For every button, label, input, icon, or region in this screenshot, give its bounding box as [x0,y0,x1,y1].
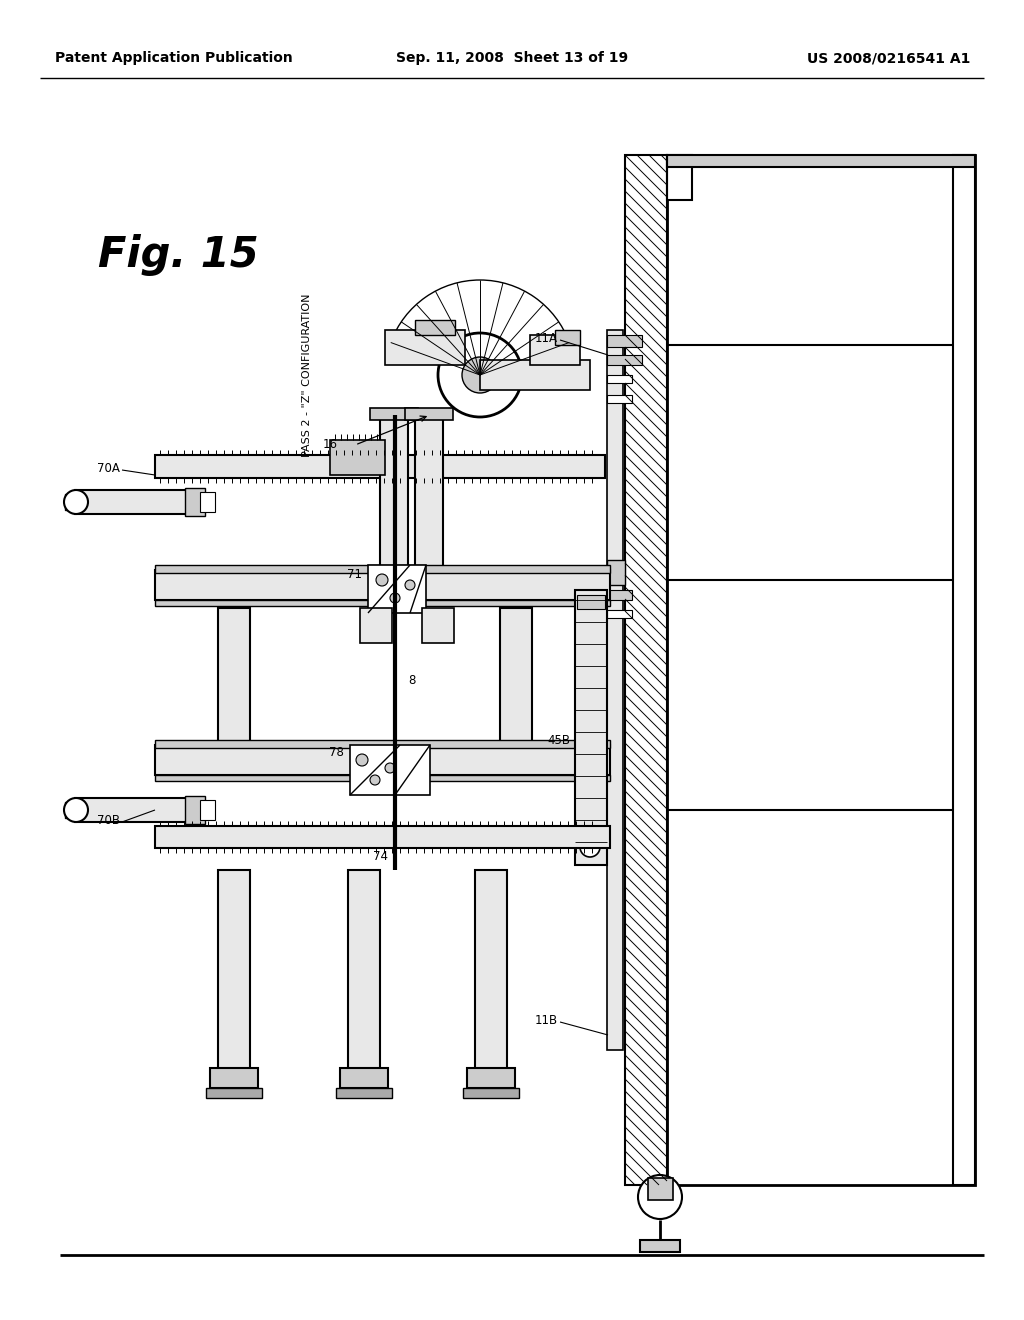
Bar [155,744,610,775]
Bar [340,1068,388,1088]
Bar [667,154,692,201]
Circle shape [63,799,88,822]
Text: US 2008/0216541 A1: US 2008/0216541 A1 [807,51,970,65]
Bar [607,395,632,403]
Text: Sep. 11, 2008  Sheet 13 of 19: Sep. 11, 2008 Sheet 13 of 19 [396,51,628,65]
Text: 74: 74 [373,850,387,862]
Text: 11A: 11A [535,331,558,345]
Bar [155,570,610,601]
Bar [155,741,610,748]
Circle shape [356,754,368,766]
Bar [368,565,426,612]
Bar [75,799,190,822]
Circle shape [462,356,498,393]
Text: 16: 16 [323,438,338,451]
Text: 70B: 70B [97,813,120,826]
Bar [577,595,605,609]
Bar [360,609,392,643]
Bar [625,154,667,1185]
Bar [607,335,642,347]
Circle shape [390,593,400,603]
Bar [607,330,623,579]
Bar [206,1088,262,1098]
Bar [415,319,455,335]
Text: 8: 8 [408,673,416,686]
Bar [607,590,632,601]
Circle shape [370,775,380,785]
Bar [75,490,190,513]
Text: 11B: 11B [535,1014,558,1027]
Bar [607,610,632,618]
Bar [200,800,215,820]
Bar [336,1088,392,1098]
Bar [607,355,642,366]
Bar [480,360,590,389]
Circle shape [385,763,395,774]
Bar [348,870,380,1071]
Bar [155,601,610,606]
Bar [475,870,507,1071]
Bar [667,154,975,168]
Bar [415,414,443,570]
Bar [607,579,623,1049]
Text: 45B: 45B [547,734,570,747]
Bar [422,609,454,643]
Bar [330,440,385,475]
Circle shape [638,1175,682,1218]
Bar [218,870,250,1071]
Bar [607,560,625,585]
Text: 78: 78 [329,746,344,759]
Circle shape [376,574,388,586]
Circle shape [406,579,415,590]
Bar [65,803,79,818]
Bar [218,609,250,748]
Text: Fig. 15: Fig. 15 [98,234,259,276]
Bar [210,1068,258,1088]
Circle shape [63,490,88,513]
Circle shape [438,333,522,417]
Bar [185,796,205,824]
Bar [530,335,580,366]
Circle shape [580,837,600,857]
Bar [65,494,79,510]
Bar [185,488,205,516]
Bar [385,330,465,366]
Bar [648,1177,673,1200]
Bar [155,565,610,573]
Bar [555,330,580,345]
Bar [667,154,975,1185]
Bar [155,826,610,847]
Bar [406,408,453,420]
Bar [350,744,430,795]
Text: 70A: 70A [97,462,120,474]
Bar [463,1088,519,1098]
Bar [607,375,632,383]
Bar [575,590,607,865]
Text: 71: 71 [347,568,362,581]
Bar [155,775,610,781]
Bar [640,1239,680,1251]
Text: Patent Application Publication: Patent Application Publication [55,51,293,65]
Bar [953,154,975,1185]
Bar [200,492,215,512]
Bar [467,1068,515,1088]
Bar [370,408,418,420]
Text: PASS 2 - "Z" CONFIGURATION: PASS 2 - "Z" CONFIGURATION [302,293,312,457]
Bar [155,455,605,478]
Bar [500,609,532,748]
Bar [380,414,408,570]
